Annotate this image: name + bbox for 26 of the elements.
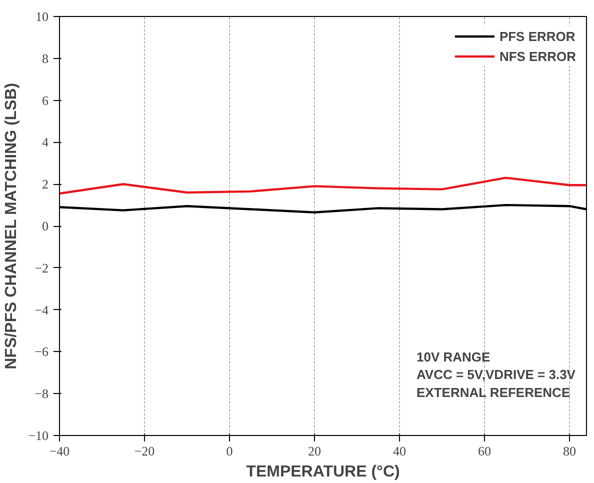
y-tick-label: 2 (42, 176, 48, 192)
y-tick-label: 0 (42, 218, 48, 234)
x-tick-label: 60 (478, 444, 491, 458)
x-tick-label: −40 (49, 444, 70, 458)
y-tick-label: −6 (34, 344, 49, 360)
legend-label: NFS ERROR (499, 48, 576, 64)
y-tick-label: 10 (36, 9, 48, 24)
y-axis-title: NFS/PFS CHANNEL MATCHING (LSB) (3, 82, 20, 370)
annotation: 10V RANGE (416, 349, 491, 364)
y-tick-label: −4 (34, 302, 49, 318)
x-tick-label: 20 (308, 444, 321, 458)
legend-label: PFS ERROR (499, 28, 576, 44)
y-tick-label: 6 (42, 92, 49, 108)
y-tick-label: −2 (34, 260, 49, 276)
x-axis-title: TEMPERATURE (°C) (246, 464, 400, 480)
line-series (60, 176, 586, 195)
annotation: EXTERNAL REFERENCE (416, 384, 570, 400)
y-tick-label: 4 (42, 134, 49, 150)
x-tick-label: 0 (226, 444, 233, 458)
x-tick-label: 80 (563, 444, 576, 458)
y-tick-label: 8 (42, 50, 48, 66)
y-tick-label: −8 (34, 386, 49, 402)
x-tick-label: 40 (393, 444, 406, 458)
y-tick-label: −10 (28, 428, 49, 443)
x-tick-label: −20 (134, 444, 155, 458)
annotation: AVCC = 5V,VDRIVE = 3.3V (416, 367, 576, 382)
